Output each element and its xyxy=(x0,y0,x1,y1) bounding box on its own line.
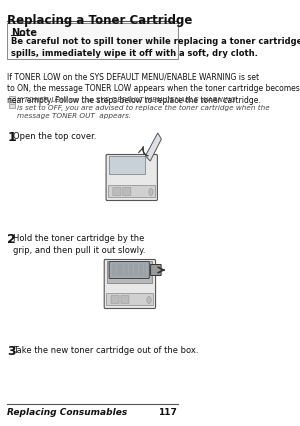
FancyBboxPatch shape xyxy=(107,262,152,283)
FancyBboxPatch shape xyxy=(113,188,121,196)
Text: 3: 3 xyxy=(8,344,16,357)
Text: Take the new toner cartridge out of the box.: Take the new toner cartridge out of the … xyxy=(13,345,199,354)
FancyBboxPatch shape xyxy=(151,265,161,276)
FancyBboxPatch shape xyxy=(123,188,131,196)
Text: Be careful not to spill toner while replacing a toner cartridge. If toner
spills: Be careful not to spill toner while repl… xyxy=(11,37,300,58)
Text: 117: 117 xyxy=(158,407,177,416)
Text: Open the top cover.: Open the top cover. xyxy=(13,132,97,141)
FancyBboxPatch shape xyxy=(104,260,156,309)
Text: Replacing a Toner Cartridge: Replacing a Toner Cartridge xyxy=(8,14,193,27)
Text: 1: 1 xyxy=(8,131,16,144)
Circle shape xyxy=(149,189,153,196)
FancyBboxPatch shape xyxy=(109,262,149,279)
Text: Replacing Consumables: Replacing Consumables xyxy=(8,407,128,416)
FancyBboxPatch shape xyxy=(106,294,153,305)
FancyBboxPatch shape xyxy=(108,186,155,198)
Text: If TONER LOW on the SYS DEFAULT MENU/ENABLE WARNING is set
to ON, the message TO: If TONER LOW on the SYS DEFAULT MENU/ENA… xyxy=(8,72,300,104)
Text: Note: Note xyxy=(11,28,37,38)
Text: Hold the toner cartridge by the
grip, and then pull it out slowly.: Hold the toner cartridge by the grip, an… xyxy=(13,233,146,254)
FancyBboxPatch shape xyxy=(121,296,129,304)
FancyBboxPatch shape xyxy=(106,155,158,201)
FancyBboxPatch shape xyxy=(111,296,119,304)
Polygon shape xyxy=(145,134,161,161)
Circle shape xyxy=(147,297,151,304)
FancyBboxPatch shape xyxy=(110,157,145,175)
Text: 2: 2 xyxy=(8,233,16,245)
FancyBboxPatch shape xyxy=(9,97,15,109)
FancyBboxPatch shape xyxy=(8,24,178,60)
Text: If TONER LOW on the SYS DEFAULT MENU/ENABLE WARNING
is set to OFF, you are advis: If TONER LOW on the SYS DEFAULT MENU/ENA… xyxy=(17,97,269,119)
